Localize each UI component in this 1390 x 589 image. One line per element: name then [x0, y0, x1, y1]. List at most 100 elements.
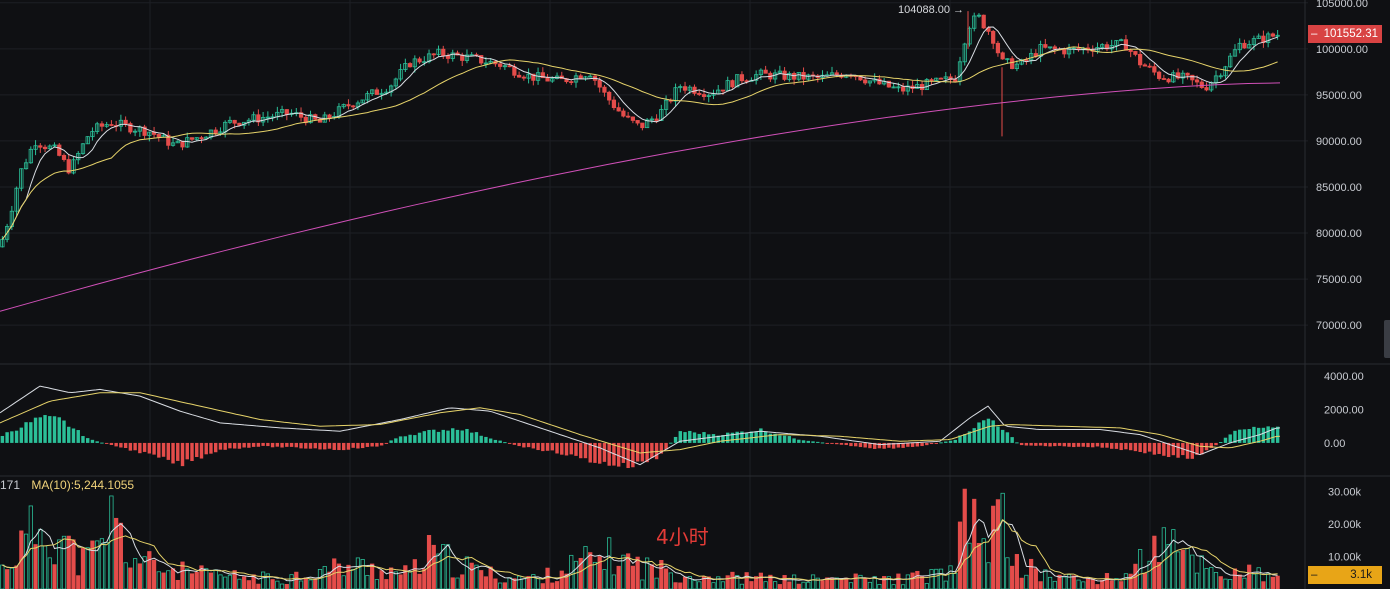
macd-histogram-bar: [24, 422, 28, 443]
volume-bar: [303, 577, 308, 589]
volume-bar: [142, 556, 147, 589]
macd-histogram-bar: [237, 442, 242, 449]
macd-histogram-bar: [304, 442, 308, 449]
candle-body: [934, 77, 939, 81]
volume-bar: [507, 577, 512, 589]
macd-histogram-bar: [1233, 430, 1237, 443]
candle-body: [517, 74, 522, 78]
candle-body: [550, 78, 555, 82]
candle-body: [1062, 48, 1067, 55]
volume-bar: [151, 559, 157, 589]
candle-body: [735, 74, 740, 88]
macd-histogram-bar: [119, 442, 123, 448]
volume-bar: [1223, 578, 1228, 589]
candle-body: [948, 76, 953, 80]
candle-body: [180, 140, 185, 148]
candle-body: [194, 137, 199, 140]
candle-body: [1052, 46, 1057, 50]
macd-histogram-bar: [294, 442, 299, 448]
volume-bar: [128, 567, 133, 589]
candle-body: [976, 14, 982, 17]
macd-histogram-bar: [707, 434, 711, 443]
volume-legend: 171 MA(10):5,244.1055: [0, 478, 134, 492]
macd-histogram-bar: [1200, 442, 1204, 455]
volume-bar: [938, 568, 944, 589]
macd-histogram-bar: [446, 430, 450, 443]
volume-bar: [275, 580, 280, 589]
macd-histogram-bar: [195, 442, 199, 458]
macd-histogram-bar: [1275, 426, 1280, 443]
high-marker-label: 104088.00 →: [898, 4, 965, 16]
volume-bar: [95, 540, 100, 589]
candle-body: [521, 76, 526, 79]
macd-histogram-bar: [721, 435, 725, 443]
candle-body: [426, 53, 432, 63]
macd-histogram-bar: [782, 435, 787, 443]
candle-body: [1043, 44, 1048, 48]
candle-body: [61, 155, 67, 160]
candle-body: [1161, 78, 1166, 80]
macd-tick-label: 2000.00: [1324, 404, 1364, 416]
volume-bar: [80, 548, 86, 589]
volume-bar: [801, 581, 806, 589]
macd-histogram-bar: [564, 442, 569, 456]
volume-bar: [384, 579, 389, 589]
volume-bar: [351, 569, 356, 589]
macd-histogram-bar: [1062, 442, 1067, 447]
candle-body: [526, 73, 531, 79]
candle-body: [512, 66, 517, 76]
volume-bar: [1218, 576, 1223, 589]
volume-bar: [588, 552, 593, 589]
macd-histogram-bar: [10, 431, 14, 443]
volume-bar: [716, 576, 721, 589]
candle-body: [156, 134, 161, 138]
candle-body: [365, 93, 370, 101]
volume-bar: [1010, 565, 1015, 589]
candle-body: [213, 129, 218, 134]
volume-bar: [170, 568, 176, 589]
volume-bar: [360, 559, 365, 589]
candle-body: [76, 153, 81, 161]
volume-bar: [137, 563, 142, 589]
macd-histogram-bar: [1271, 427, 1275, 443]
macd-histogram-bar: [408, 434, 412, 443]
macd-histogram-bar: [517, 442, 521, 447]
candle-body: [659, 109, 664, 121]
candle-body: [166, 134, 171, 146]
macd-histogram-bar: [1067, 442, 1071, 447]
volume-bar: [1175, 551, 1181, 589]
candle-body: [929, 79, 934, 82]
volume-bar: [237, 578, 242, 589]
macd-histogram-bar: [1024, 442, 1029, 446]
macd-histogram-bar: [835, 442, 839, 445]
volume-bar: [573, 560, 579, 589]
volume-bar: [791, 574, 797, 589]
volume-bar: [559, 570, 564, 589]
volume-bar: [886, 576, 891, 589]
volume-bar: [133, 558, 138, 589]
macd-histogram-bar: [128, 442, 133, 451]
candle-body: [1194, 79, 1200, 83]
macd-histogram-bar: [1086, 442, 1090, 448]
volume-bar: [33, 544, 38, 589]
macd-histogram-bar: [375, 442, 379, 447]
volume-bar: [1270, 576, 1275, 589]
volume-bar: [464, 556, 470, 589]
collapse-panel-handle[interactable]: [1384, 320, 1390, 358]
candle-body: [351, 105, 356, 108]
volume-bar: [787, 581, 792, 589]
macd-histogram-bar: [541, 442, 545, 452]
macd-histogram-bar: [597, 442, 602, 464]
volume-bar: [289, 574, 294, 589]
macd-histogram-bar: [1081, 442, 1085, 447]
candle-body: [540, 72, 545, 79]
macd-histogram-bar: [185, 442, 189, 460]
macd-histogram-bar: [607, 442, 611, 466]
volume-bar: [1100, 580, 1105, 589]
candle-body: [1138, 54, 1143, 66]
macd-histogram-bar: [1105, 442, 1109, 448]
candle-body: [464, 54, 470, 61]
macd-histogram-bar: [171, 442, 175, 464]
